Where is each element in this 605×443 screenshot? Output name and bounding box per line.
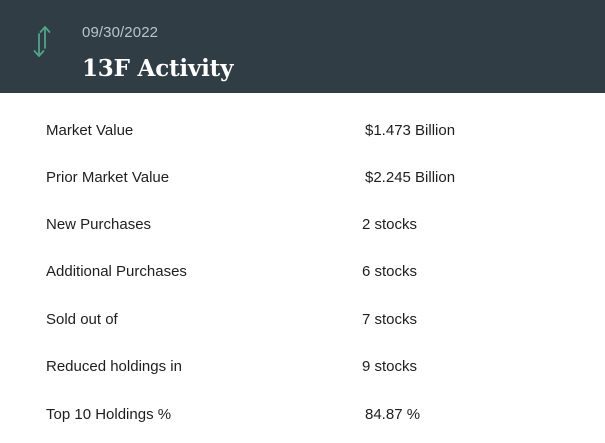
row-label: Sold out of — [46, 311, 118, 328]
row-label: Prior Market Value — [46, 169, 170, 186]
row-additional-purchases: Additional Purchases 6 stocks — [0, 257, 605, 287]
row-label: Top 10 Holdings % — [46, 406, 172, 423]
row-label: Additional Purchases — [46, 263, 187, 280]
row-label: New Purchases — [46, 216, 152, 233]
vertical-arrows-icon — [30, 24, 54, 60]
row-label: Market Value — [46, 122, 134, 139]
row-sold-out-of: Sold out of 7 stocks — [0, 305, 605, 335]
card-title: 13F Activity — [82, 55, 234, 82]
row-new-purchases: New Purchases 2 stocks — [0, 210, 605, 240]
row-value: $2.245 Billion — [365, 169, 456, 186]
row-value: 9 stocks — [362, 358, 418, 375]
row-top-10-holdings: Top 10 Holdings % 84.87 % — [0, 400, 605, 430]
row-value: 6 stocks — [362, 263, 418, 280]
row-market-value: Market Value $1.473 Billion — [0, 116, 605, 146]
row-label: Reduced holdings in — [46, 358, 182, 375]
row-value: 7 stocks — [362, 311, 418, 328]
report-date: 09/30/2022 — [82, 24, 159, 41]
card-header: 09/30/2022 13F Activity — [0, 0, 605, 93]
row-value: $1.473 Billion — [365, 122, 456, 139]
row-value: 2 stocks — [362, 216, 418, 233]
row-reduced-holdings: Reduced holdings in 9 stocks — [0, 352, 605, 382]
row-value: 84.87 % — [365, 406, 421, 423]
activity-list: Market Value $1.473 Billion Prior Market… — [0, 93, 605, 443]
row-prior-market-value: Prior Market Value $2.245 Billion — [0, 163, 605, 193]
